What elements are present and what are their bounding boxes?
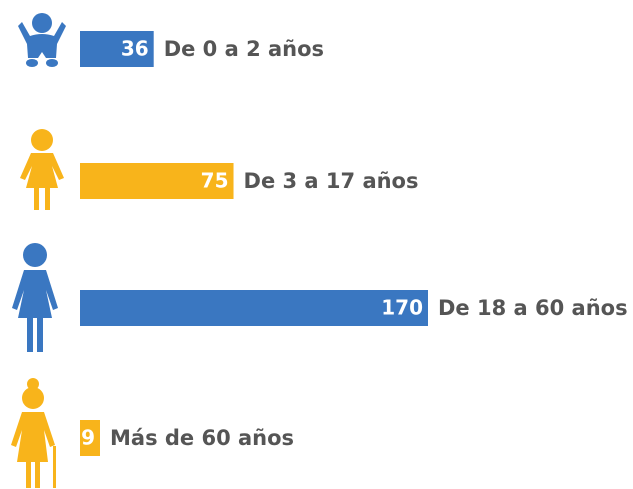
child-icon bbox=[20, 129, 64, 210]
woman-icon bbox=[12, 243, 58, 352]
value-label: 75 bbox=[201, 169, 229, 193]
value-label: 170 bbox=[381, 296, 423, 320]
category-label: Más de 60 años bbox=[110, 426, 294, 450]
bar bbox=[80, 420, 100, 456]
category-label: De 3 a 17 años bbox=[244, 169, 419, 193]
category-label: De 18 a 60 años bbox=[438, 296, 628, 320]
baby-icon bbox=[18, 13, 66, 67]
value-label: 9 bbox=[81, 426, 95, 450]
value-label: 36 bbox=[121, 37, 149, 61]
elderly-icon bbox=[11, 378, 56, 488]
bar bbox=[80, 290, 428, 326]
bar bbox=[80, 31, 154, 67]
category-label: De 0 a 2 años bbox=[164, 37, 324, 61]
bar bbox=[80, 163, 234, 199]
